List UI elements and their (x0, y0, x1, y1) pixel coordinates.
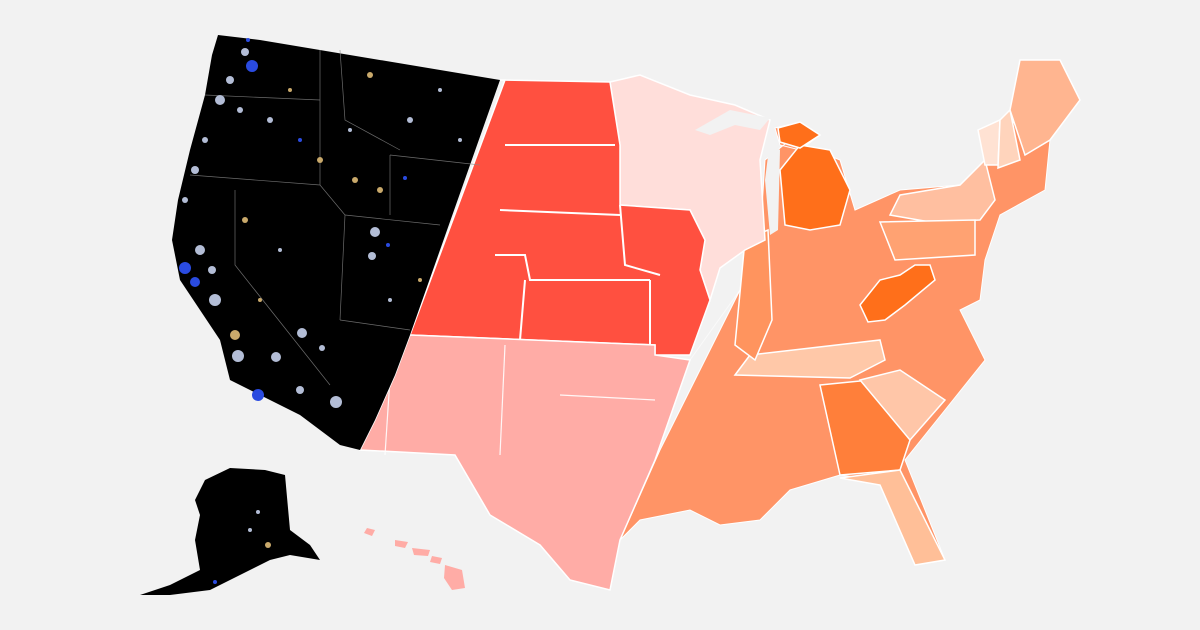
map-dot (242, 217, 248, 223)
map-dot (407, 117, 413, 123)
map-dot (246, 38, 250, 42)
map-dot (265, 542, 271, 548)
state-west-virginia (859, 264, 936, 323)
map-dot (288, 88, 292, 92)
alaska-dots (213, 510, 271, 584)
map-dot (278, 248, 282, 252)
west-dot-layer (179, 38, 462, 408)
map-dot (256, 510, 260, 514)
map-dot (330, 396, 342, 408)
map-dot (368, 252, 376, 260)
map-dot (267, 117, 273, 123)
region-divider (689, 289, 741, 361)
map-dot (241, 48, 249, 56)
map-dot (182, 197, 188, 203)
map-dot (296, 386, 304, 394)
west-state-borders (189, 49, 481, 386)
map-dot (438, 88, 442, 92)
map-dot (348, 128, 352, 132)
lake-michigan (765, 140, 780, 235)
map-dot (370, 227, 380, 237)
state-tennessee (733, 339, 886, 379)
map-dot (237, 107, 243, 113)
map-dot (208, 266, 216, 274)
map-dot (271, 352, 281, 362)
map-dot (317, 157, 323, 163)
map-dot (209, 294, 221, 306)
map-dot (179, 262, 191, 274)
state-new-york (888, 158, 996, 223)
map-dot (232, 350, 244, 362)
map-dot (230, 330, 240, 340)
map-dot (252, 389, 264, 401)
map-dot (298, 138, 302, 142)
map-dot (386, 243, 390, 247)
state-florida (839, 469, 947, 566)
map-dot (418, 278, 422, 282)
map-dot (319, 345, 325, 351)
state-alaska (140, 468, 320, 595)
state-south-carolina (858, 369, 947, 442)
plains-state-borders (495, 144, 661, 345)
map-dot (352, 177, 358, 183)
map-dot (246, 60, 258, 72)
map-dot (215, 95, 225, 105)
state-maine (1009, 59, 1081, 157)
state-new-hampshire (997, 108, 1021, 170)
map-dot (403, 176, 407, 180)
lake-superior (695, 110, 770, 135)
map-dot (388, 298, 392, 302)
map-dot (195, 245, 205, 255)
map-dot (367, 72, 373, 78)
region-west (172, 35, 500, 450)
map-dot (202, 137, 208, 143)
southwest-state-borders (384, 344, 656, 456)
state-pennsylvania (878, 219, 976, 261)
map-dot (226, 76, 234, 84)
state-hawaii (364, 528, 465, 590)
map-dot (190, 277, 200, 287)
state-michigan-up (777, 121, 822, 149)
map-dot (191, 166, 199, 174)
map-dot (297, 328, 307, 338)
map-dot (377, 187, 383, 193)
map-dot (213, 580, 217, 584)
map-dot (458, 138, 462, 142)
map-dot (258, 298, 262, 302)
map-dot (248, 528, 252, 532)
state-michigan (779, 144, 851, 231)
